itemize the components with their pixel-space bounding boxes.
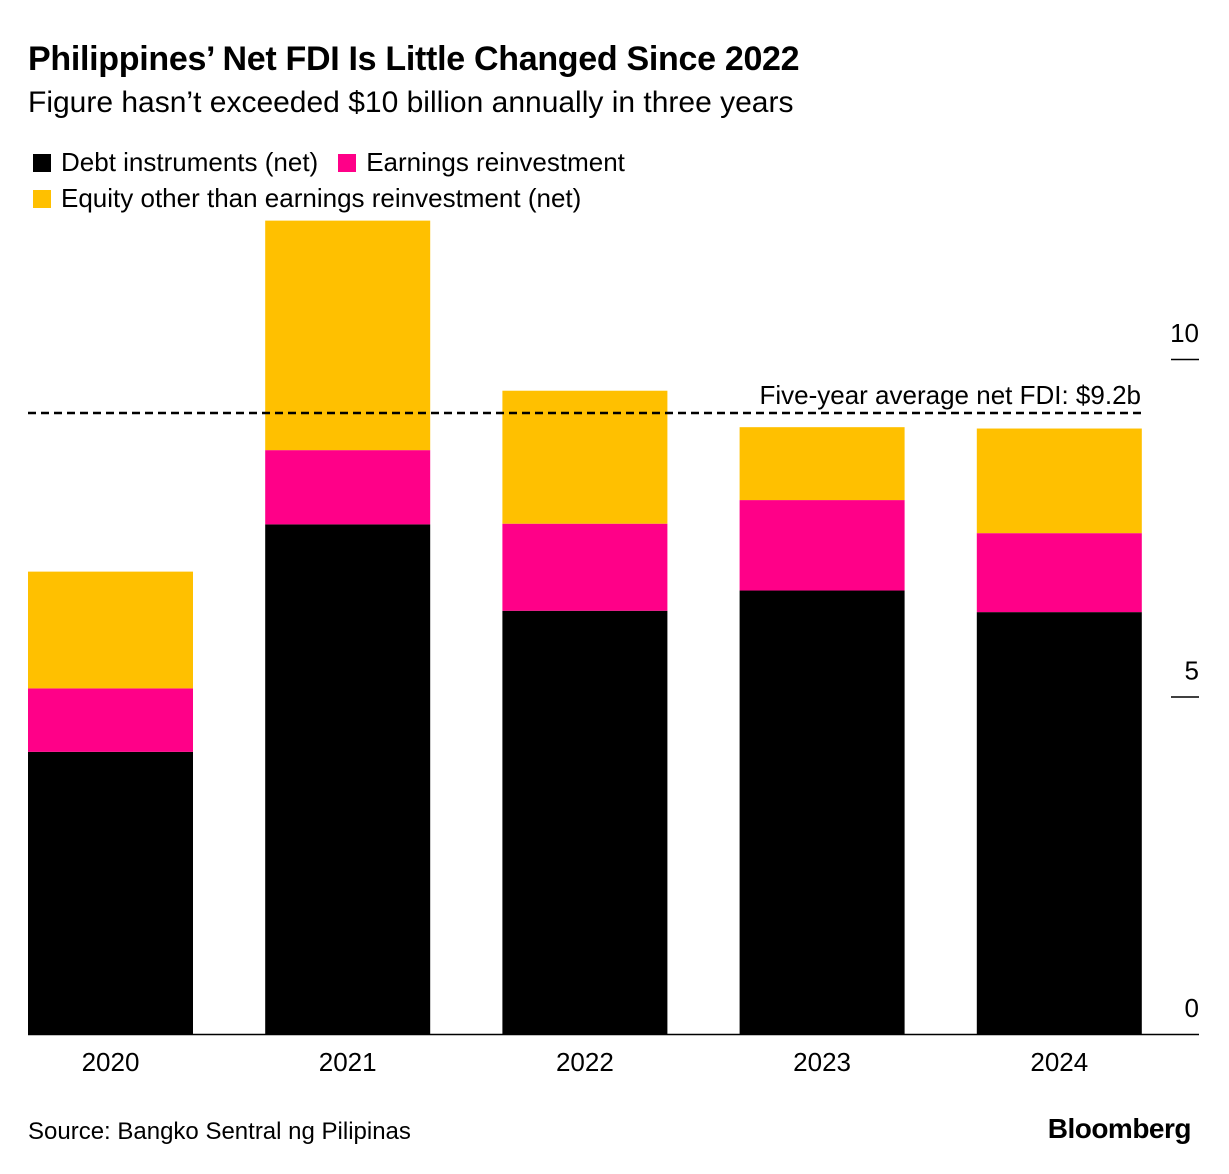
legend-item-equity: Equity other than earnings reinvestment … — [33, 183, 581, 214]
bar-2021-earnings — [265, 450, 431, 525]
source-note: Source: Bangko Sentral ng Pilipinas — [28, 1118, 411, 1145]
bar-2024-debt — [976, 612, 1142, 1034]
legend-row-2: Equity other than earnings reinvestment … — [33, 183, 601, 214]
legend-label-earnings: Earnings reinvestment — [366, 147, 625, 177]
y-tick-label-0: 0 — [1185, 993, 1199, 1023]
bar-2023-earnings — [739, 500, 905, 591]
legend-item-earnings: Earnings reinvestment — [338, 147, 625, 178]
x-tick-label-2022: 2022 — [556, 1047, 614, 1077]
bar-2020-debt — [28, 751, 193, 1034]
y-tick-label-10: 10 — [1170, 318, 1199, 348]
x-tick-label-2021: 2021 — [319, 1047, 377, 1077]
chart-title: Philippines’ Net FDI Is Little Changed S… — [28, 40, 800, 78]
bar-2021-equity — [265, 220, 431, 451]
y-tick-label-5: 5 — [1185, 656, 1199, 686]
bar-2022-equity — [502, 390, 668, 524]
average-reference-label: Five-year average net FDI: $9.2b — [759, 380, 1141, 410]
legend-label-equity: Equity other than earnings reinvestment … — [61, 183, 582, 213]
bar-2021-debt — [265, 524, 431, 1034]
bar-2023-debt — [739, 590, 905, 1034]
x-tick-label-2023: 2023 — [793, 1047, 851, 1077]
bar-2020-earnings — [28, 688, 193, 752]
legend-label-debt: Debt instruments (net) — [61, 147, 319, 177]
x-tick-label-2024: 2024 — [1030, 1047, 1088, 1077]
legend-row-1: Debt instruments (net) Earnings reinvest… — [33, 147, 645, 178]
bar-2022-debt — [502, 610, 668, 1034]
legend-swatch-earnings — [338, 153, 357, 172]
x-tick-label-2020: 2020 — [82, 1047, 140, 1077]
bar-2020-equity — [28, 571, 193, 689]
chart-subtitle: Figure hasn’t exceeded $10 billion annua… — [28, 86, 794, 119]
bar-2023-equity — [739, 427, 905, 501]
bar-2024-earnings — [976, 533, 1142, 613]
legend-swatch-equity — [33, 189, 51, 208]
bar-2022-earnings — [502, 523, 668, 611]
legend-item-debt: Debt instruments (net) — [33, 147, 318, 178]
legend-swatch-debt — [33, 153, 51, 172]
bloomberg-logo: Bloomberg — [1047, 1113, 1192, 1144]
bar-2024-equity — [976, 428, 1142, 534]
